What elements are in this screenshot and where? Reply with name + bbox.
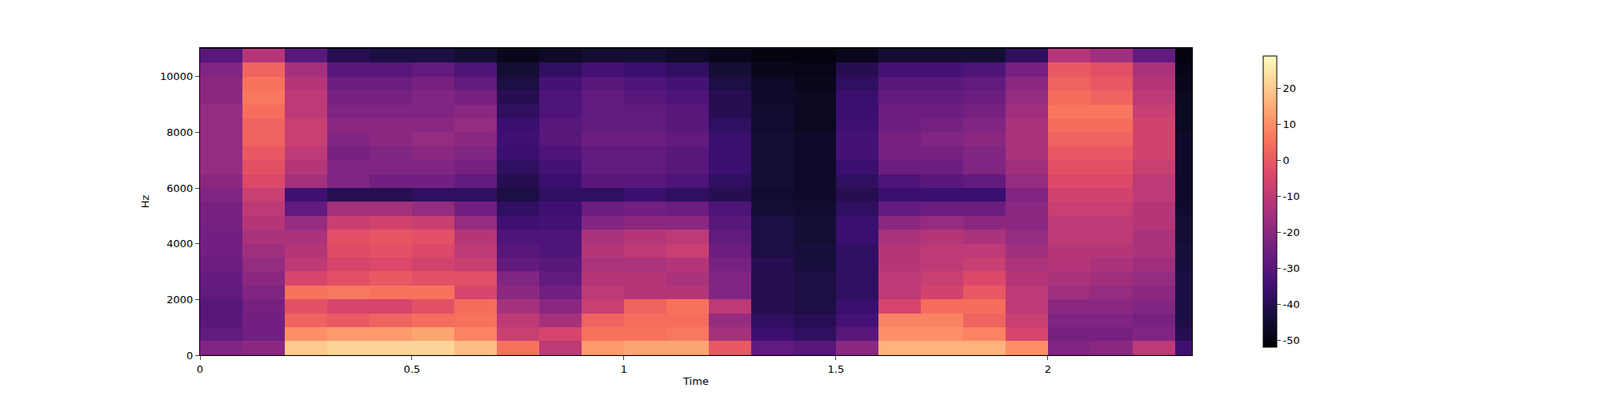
svg-text:0: 0 — [196, 363, 204, 376]
svg-text:4000: 4000 — [166, 237, 193, 250]
svg-text:-50: -50 — [1283, 334, 1300, 347]
svg-text:-20: -20 — [1283, 226, 1300, 239]
svg-text:Time: Time — [682, 375, 709, 388]
svg-text:0.5: 0.5 — [404, 363, 421, 376]
svg-text:2000: 2000 — [166, 293, 193, 306]
svg-text:2: 2 — [1044, 363, 1052, 376]
svg-text:-10: -10 — [1283, 190, 1300, 203]
svg-text:1.5: 1.5 — [828, 363, 845, 376]
svg-text:6000: 6000 — [166, 182, 193, 195]
svg-text:8000: 8000 — [166, 126, 193, 139]
svg-text:-30: -30 — [1283, 262, 1300, 275]
svg-text:Hz: Hz — [139, 195, 152, 209]
svg-text:-40: -40 — [1283, 298, 1300, 311]
svg-text:1: 1 — [620, 363, 628, 376]
svg-text:0: 0 — [186, 349, 193, 362]
svg-text:0: 0 — [1283, 154, 1290, 167]
svg-text:20: 20 — [1283, 82, 1297, 95]
svg-text:10000: 10000 — [160, 70, 193, 83]
svg-text:10: 10 — [1283, 118, 1297, 131]
